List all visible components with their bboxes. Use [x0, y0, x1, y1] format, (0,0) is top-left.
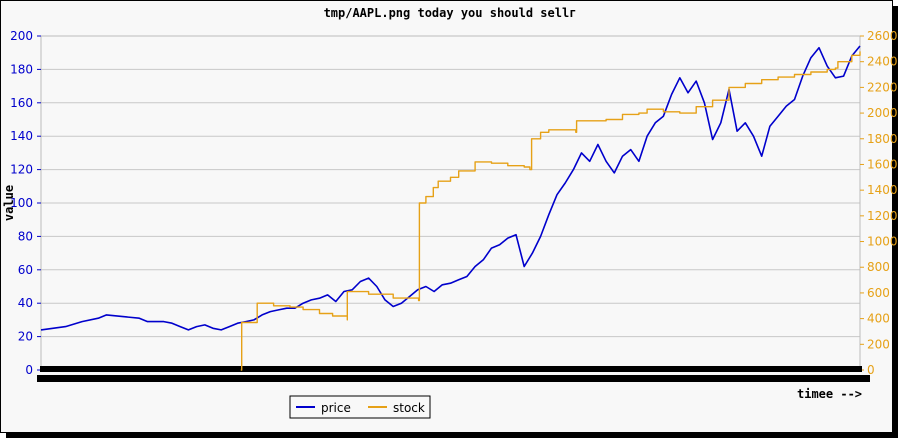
y-right-tick-label: 1800	[867, 132, 898, 146]
y-axis-right: 0 200 400 600 800 1000 1200 1400 1600 1800 2000 220…	[860, 29, 898, 377]
legend-price-label: price	[321, 401, 351, 415]
y-left-tick-label: 100	[10, 196, 33, 210]
legend: price stock	[289, 395, 431, 419]
y-left-tick-label: 0	[25, 363, 33, 377]
y-right-tick-label: 1400	[867, 183, 898, 197]
legend-box	[289, 395, 431, 419]
y-axis-left: 0 20 40 60 80 100 120 140 160 180 200	[10, 29, 41, 377]
series-line-price	[40, 45, 861, 331]
chart-title: tmp/AAPL.png today you should sellг	[324, 6, 577, 20]
legend-stock-label: stock	[393, 401, 425, 415]
y-left-tick-label: 60	[18, 263, 33, 277]
gridlines	[41, 35, 860, 371]
y-right-tick-label: 1600	[867, 157, 898, 171]
y-right-tick-label: 2000	[867, 106, 898, 120]
y-left-tick-label: 40	[18, 296, 33, 310]
x-axis-label: timee -->	[797, 387, 862, 401]
y-left-tick-label: 140	[10, 129, 33, 143]
y-right-tick-label: 600	[867, 286, 890, 300]
y-left-tick-label: 120	[10, 163, 33, 177]
y-right-tick-label: 2600	[867, 29, 898, 43]
y-right-tick-label: 400	[867, 312, 890, 326]
x-axis-tick-label-band	[37, 375, 870, 382]
y-right-tick-label: 800	[867, 260, 890, 274]
y-right-tick-label: 2400	[867, 55, 898, 69]
y-left-tick-label: 160	[10, 96, 33, 110]
chart-frame	[0, 0, 893, 433]
y-axis-label: value	[2, 185, 16, 221]
y-left-tick-label: 200	[10, 29, 33, 43]
y-right-tick-label: 2200	[867, 80, 898, 94]
y-right-tick-label: 200	[867, 337, 890, 351]
y-left-tick-label: 180	[10, 62, 33, 76]
x-axis-ticks	[37, 366, 870, 382]
y-left-tick-label: 80	[18, 229, 33, 243]
frame-shadow-bottom	[6, 433, 898, 438]
series-layer	[40, 45, 861, 371]
series-line-stock	[240, 51, 861, 371]
y-right-tick-label: 1000	[867, 235, 898, 249]
x-axis-tick-band-upper	[40, 366, 862, 372]
y-right-tick-label: 1200	[867, 209, 898, 223]
y-left-tick-label: 20	[18, 330, 33, 344]
y-right-tick-label: 0	[867, 363, 875, 377]
frame-shadow-right	[893, 6, 898, 438]
